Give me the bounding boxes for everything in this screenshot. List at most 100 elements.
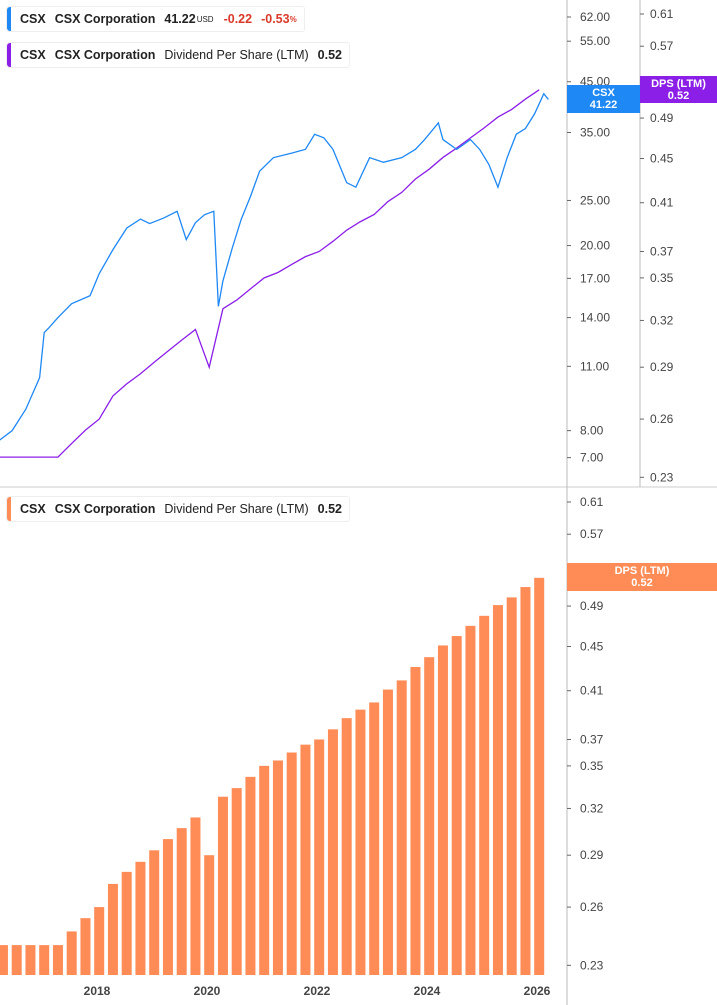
dps-tag-label: DPS (LTM) [614, 565, 670, 577]
dps-bar [520, 587, 531, 975]
dps-bar [190, 817, 201, 975]
x-axis-label: 2024 [414, 984, 441, 998]
dps-bottom-tick-label: 0.57 [580, 527, 604, 541]
price-tick-label: 20.00 [580, 239, 610, 253]
dps-bar [272, 760, 283, 975]
dps-bottom-tick-label: 0.26 [580, 900, 604, 914]
dps-tick-label: 0.23 [650, 470, 674, 484]
dps-bar [465, 625, 476, 975]
dps-bar [479, 615, 490, 975]
dps-bar [245, 776, 256, 975]
dps-bottom-tick-label: 0.35 [580, 759, 604, 773]
dps-bar [451, 636, 462, 975]
dps-bar [176, 828, 187, 975]
dps-bar [492, 605, 503, 975]
price-tick-label: 17.00 [580, 271, 610, 285]
dps-tag-value: 0.52 [631, 577, 653, 589]
dps-tag-value: 0.52 [667, 89, 690, 102]
dps-bottom-tick-label: 0.32 [580, 801, 604, 815]
dps-bar [25, 945, 36, 975]
dps-bar [300, 744, 311, 975]
dps-bar [410, 666, 421, 975]
legend-dps-top[interactable]: CSX CSX Corporation Dividend Per Share (… [6, 42, 351, 68]
legend-pct-sign: % [289, 14, 297, 24]
dps-bar [231, 788, 242, 975]
dps-bar [369, 702, 380, 975]
dps-bar [39, 945, 50, 975]
legend-metric: Dividend Per Share (LTM) [164, 48, 309, 62]
price-tag-value: 41.22 [589, 99, 618, 111]
price-tag-label: CSX [592, 87, 615, 99]
dps-bar [80, 918, 91, 975]
price-tick-label: 8.00 [580, 424, 604, 438]
dps-bar [11, 945, 22, 975]
legend-value: 0.52 [317, 48, 343, 62]
dps-bottom-tick-label: 0.41 [580, 684, 604, 698]
dps-bar [424, 657, 435, 975]
legend-color-marker [7, 7, 11, 31]
dps-tick-label: 0.57 [650, 39, 674, 53]
dps-tick-label: 0.35 [650, 271, 674, 285]
dps-bar [327, 729, 338, 975]
dps-bar [506, 597, 517, 975]
dps-tick-label: 0.29 [650, 360, 674, 374]
legend-dps-bottom[interactable]: CSX CSX Corporation Dividend Per Share (… [6, 496, 351, 522]
legend-value: 0.52 [317, 502, 343, 516]
dps-bottom-tick-label: 0.49 [580, 599, 604, 613]
dps-bar [52, 945, 63, 975]
dps-bar [135, 861, 146, 975]
price-tick-label: 14.00 [580, 311, 610, 325]
dps-tick-label: 0.45 [650, 152, 674, 166]
dps-tick-label: 0.49 [650, 111, 674, 125]
price-tick-label: 62.00 [580, 10, 610, 24]
dps-bar [204, 855, 215, 975]
dps-tag-label: DPS (LTM) [651, 77, 706, 90]
dps-bar [259, 765, 270, 975]
dps-tick-label: 0.26 [650, 412, 674, 426]
dps-bottom-tag: DPS (LTM) 0.52 [567, 563, 717, 591]
x-axis-label: 2020 [194, 984, 221, 998]
price-tick-label: 25.00 [580, 193, 610, 207]
price-tick-label: 35.00 [580, 126, 610, 140]
dps-bottom-tick-label: 0.45 [580, 640, 604, 654]
price-tick-label: 7.00 [580, 451, 604, 465]
dps-line [0, 89, 540, 458]
price-line [0, 92, 549, 441]
legend-ticker: CSX [20, 48, 46, 62]
dps-tick-label: 0.32 [650, 313, 674, 327]
dps-bottom-tick-label: 0.61 [580, 495, 604, 509]
x-axis-label: 2022 [304, 984, 331, 998]
dps-bottom-tick-label: 0.37 [580, 732, 604, 746]
dps-bar [286, 752, 297, 975]
x-axis-label: 2026 [524, 984, 551, 998]
price-tag: CSX 41.22 [567, 85, 640, 113]
dps-bar [107, 883, 118, 975]
dps-bar [382, 689, 393, 975]
legend-company: CSX Corporation [54, 48, 156, 62]
dps-bar [341, 718, 352, 975]
legend-price[interactable]: CSX CSX Corporation 41.22 USD -0.22 -0.5… [6, 6, 305, 32]
dps-bar [94, 907, 105, 975]
legend-metric: Dividend Per Share (LTM) [164, 502, 309, 516]
dps-bar [217, 796, 228, 975]
dps-tick-label: 0.41 [650, 196, 674, 210]
legend-change-pct: -0.53 [261, 12, 290, 26]
legend-color-marker [7, 497, 11, 521]
dps-bar [396, 680, 407, 975]
dps-tick-label: 0.37 [650, 244, 674, 258]
dps-bar [162, 839, 173, 975]
dps-bottom-tick-label: 0.23 [580, 958, 604, 972]
dps-top-tag: DPS (LTM) 0.52 [640, 76, 717, 103]
legend-color-marker [7, 43, 11, 67]
dps-tick-label: 0.61 [650, 7, 674, 21]
legend-price-value: 41.22 [164, 12, 196, 26]
price-tick-label: 11.00 [580, 359, 609, 373]
x-axis-label: 2018 [84, 984, 111, 998]
dps-bar [121, 871, 132, 975]
legend-company: CSX Corporation [54, 502, 156, 516]
legend-currency: USD [196, 14, 214, 24]
legend-ticker: CSX [20, 502, 46, 516]
legend-company: CSX Corporation [54, 12, 156, 26]
